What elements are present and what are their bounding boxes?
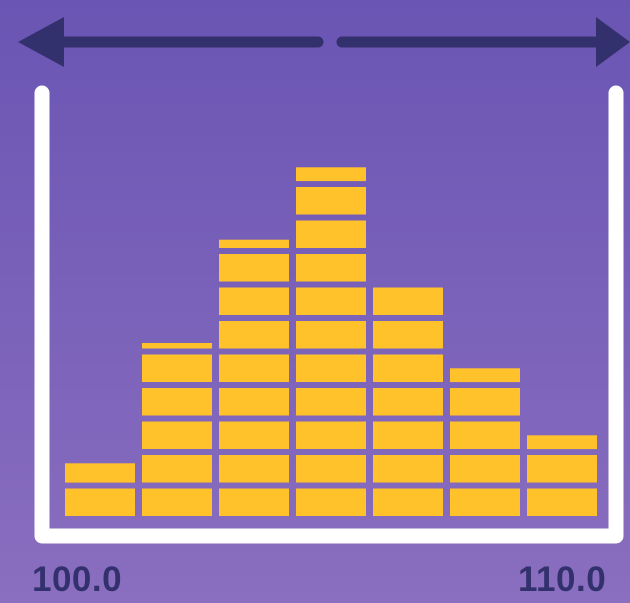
histogram-slab-bin-4 [296,321,366,349]
histogram-slab-bin-3 [219,254,289,282]
histogram-slab-bin-2 [142,455,212,483]
histogram-slab-bin-2 [142,388,212,416]
histogram-slab-bin-4 [296,488,366,516]
histogram-slab-bin-4 [296,167,366,182]
histogram-slab-bin-5 [373,321,443,349]
histogram-slab-bin-7 [527,455,597,483]
histogram-slab-bin-4 [296,388,366,416]
histogram-slab-bin-4 [296,220,366,248]
histogram-slab-bin-5 [373,421,443,449]
histogram-slab-bin-3 [219,239,289,248]
histogram-slab-bin-6 [450,455,520,483]
histogram-slab-bin-6 [450,368,520,383]
histogram-bars [65,167,597,516]
histogram-slab-bin-7 [527,435,597,450]
histogram-slab-bin-2 [142,343,212,349]
histogram-slab-bin-4 [296,254,366,282]
histogram-slab-bin-1 [65,488,135,516]
histogram-slab-bin-3 [219,287,289,315]
histogram-slab-bin-6 [450,488,520,516]
histogram-slab-bin-5 [373,455,443,483]
histogram-slab-bin-7 [527,488,597,516]
histogram-slab-bin-6 [450,388,520,416]
bin-frame [34,85,624,544]
arrow-right-icon [596,17,630,67]
histogram-slab-bin-5 [373,287,443,315]
histogram-slab-bin-4 [296,354,366,382]
histogram-slab-bin-3 [219,488,289,516]
arrow-left-icon [18,17,64,67]
histogram-slab-bin-3 [219,455,289,483]
histogram-slab-bin-1 [65,463,135,483]
histogram-slab-bin-3 [219,321,289,349]
histogram-slab-bin-4 [296,187,366,215]
histogram-slab-bin-3 [219,421,289,449]
axis-max-label: 110.0 [518,560,607,599]
histogram-slab-bin-4 [296,455,366,483]
histogram-slab-bin-4 [296,287,366,315]
axis-min-label: 100.0 [32,560,123,599]
histogram-slab-bin-4 [296,421,366,449]
histogram-slab-bin-6 [450,421,520,449]
histogram-slab-bin-2 [142,354,212,382]
histogram-slab-bin-2 [142,488,212,516]
histogram-slab-bin-5 [373,488,443,516]
histogram-slab-bin-3 [219,354,289,382]
histogram-slab-bin-5 [373,354,443,382]
histogram-slab-bin-3 [219,388,289,416]
range-arrow [18,17,630,67]
histogram-slab-bin-5 [373,388,443,416]
histogram-slab-bin-2 [142,421,212,449]
